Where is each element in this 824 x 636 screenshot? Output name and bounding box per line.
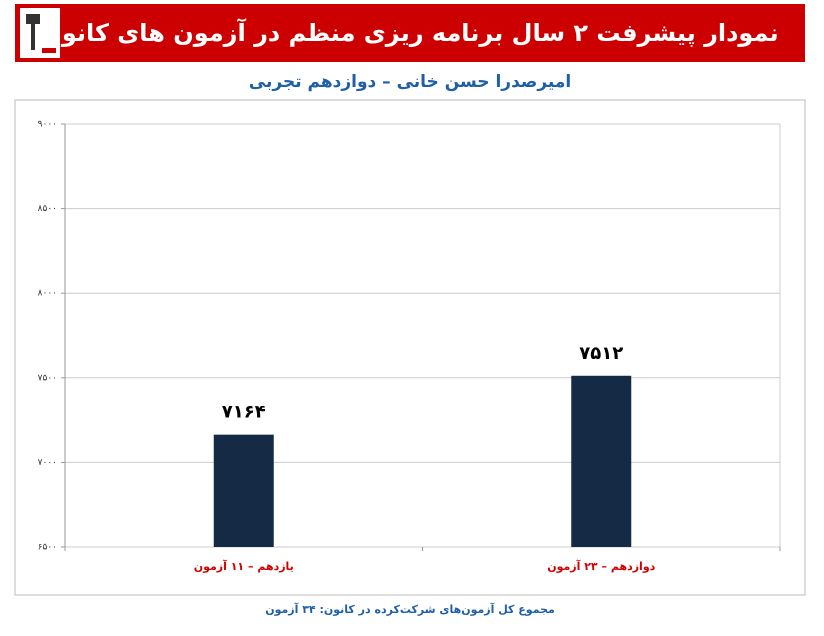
y-tick-label: ۹۰۰۰ <box>38 120 57 130</box>
logo-icon <box>26 14 40 24</box>
y-tick-label: ۷۵۰۰ <box>38 373 57 383</box>
bar <box>213 434 274 547</box>
y-tick-label: ۶۵۰۰ <box>38 543 57 553</box>
bar <box>571 375 632 547</box>
logo-icon <box>42 48 56 53</box>
data-label: ۷۵۱۲ <box>579 343 623 364</box>
chart-title: نمودار پیشرفت ۲ سال برنامه ریزی منظم در … <box>41 18 778 47</box>
logo-icon <box>31 24 35 50</box>
chart-frame <box>14 99 806 596</box>
footer-note: مجموع کل آزمون‌های شرکت‌کرده در کانون: ۳… <box>265 602 555 616</box>
y-tick-label: ۸۰۰۰ <box>38 289 57 299</box>
header-bar <box>15 4 805 62</box>
data-label: ۷۱۶۴ <box>222 402 266 423</box>
y-tick-label: ۷۰۰۰ <box>38 458 57 468</box>
chart-subtitle: امیرصدرا حسن خانی – دوازدهم تجربی <box>249 72 571 92</box>
y-tick-label: ۸۵۰۰ <box>38 204 57 214</box>
x-tick-label: دوازدهم – ۲۳ آزمون <box>547 559 655 573</box>
x-tick-label: یازدهم – ۱۱ آزمون <box>194 559 294 573</box>
